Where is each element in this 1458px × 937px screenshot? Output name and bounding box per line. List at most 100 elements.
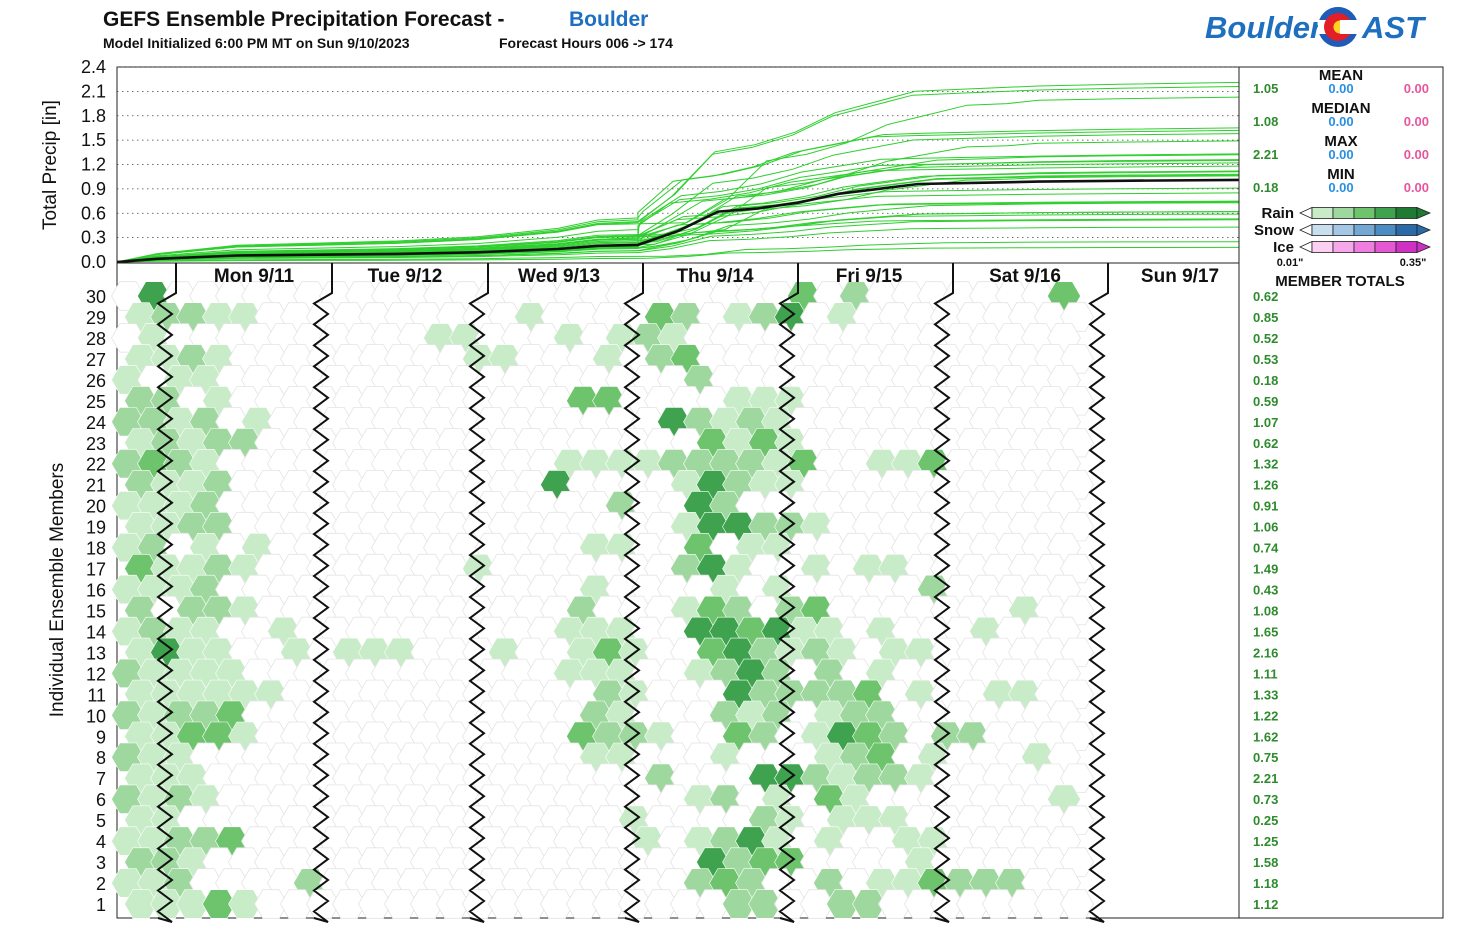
legend-swatch bbox=[1332, 207, 1355, 219]
member-total-value: 1.11 bbox=[1253, 666, 1278, 681]
member-label: 27 bbox=[86, 350, 106, 370]
legend-swatch bbox=[1311, 241, 1334, 253]
member-total-value: 0.43 bbox=[1253, 583, 1278, 598]
member-line bbox=[116, 81, 1240, 263]
legend-swatch bbox=[1374, 241, 1397, 253]
member-total-value: 1.58 bbox=[1253, 855, 1278, 870]
legend-arrow-right bbox=[1416, 206, 1432, 220]
day-boundaries bbox=[156, 263, 1109, 923]
stat-ice-value: 0.00 bbox=[1404, 147, 1429, 162]
member-line bbox=[116, 170, 1240, 263]
cumulative-precip-plot: 0.0 0.3 0.6 0.9 1.2 1.5 1.8 2.1 2.4 Total Precip… bbox=[40, 57, 1240, 272]
member-label: 20 bbox=[86, 497, 106, 517]
legend-swatch bbox=[1374, 224, 1397, 236]
legend-swatch bbox=[1395, 224, 1418, 236]
member-total-value: 1.49 bbox=[1253, 562, 1278, 577]
member-label: 1 bbox=[96, 895, 106, 915]
day-label: Sat 9/16 bbox=[989, 266, 1061, 287]
y-tick-label: 1.2 bbox=[81, 155, 106, 175]
member-labels: 3029282726252423222120191817161514131211… bbox=[86, 287, 106, 915]
day-boundary bbox=[312, 263, 333, 923]
member-line bbox=[116, 127, 1240, 263]
day-boundary bbox=[156, 263, 177, 923]
member-label: 19 bbox=[86, 518, 106, 538]
member-line bbox=[116, 226, 1240, 263]
member-total-value: 2.21 bbox=[1253, 771, 1278, 786]
member-label: 13 bbox=[86, 643, 106, 663]
member-label: 6 bbox=[96, 790, 106, 810]
member-label: 24 bbox=[86, 413, 106, 433]
member-total-value: 1.25 bbox=[1253, 834, 1278, 849]
stat-label: MEAN bbox=[1319, 67, 1363, 84]
member-label: 7 bbox=[96, 769, 106, 789]
day-label: Tue 9/12 bbox=[368, 266, 443, 287]
member-line bbox=[116, 129, 1240, 263]
member-total-value: 1.33 bbox=[1253, 687, 1278, 702]
bouldercast-logo: Boulder AST bbox=[1205, 7, 1427, 47]
y-tick-label: 0.9 bbox=[81, 179, 106, 199]
member-total-value: 1.18 bbox=[1253, 876, 1278, 891]
member-label: 29 bbox=[86, 308, 106, 328]
member-label: 8 bbox=[96, 748, 106, 768]
day-boundary bbox=[778, 263, 799, 923]
stat-snow-value: 0.00 bbox=[1328, 180, 1353, 195]
legend-swatch bbox=[1353, 241, 1376, 253]
member-line bbox=[116, 96, 1240, 263]
y-tick-label: 2.4 bbox=[81, 57, 106, 77]
day-labels: Mon 9/11 Tue 9/12 Wed 9/13 Thu 9/14 Fri 9/15… bbox=[214, 266, 1219, 287]
member-total-value: 0.91 bbox=[1253, 499, 1278, 514]
member-total-value: 1.07 bbox=[1253, 415, 1278, 430]
legend-arrow-right bbox=[1416, 223, 1432, 237]
stat-label: MAX bbox=[1324, 133, 1357, 150]
member-label: 11 bbox=[87, 685, 106, 705]
y-tick-label: 1.8 bbox=[81, 106, 106, 126]
day-boundary bbox=[933, 263, 954, 923]
member-label: 15 bbox=[86, 601, 106, 621]
day-label: Thu 9/14 bbox=[676, 266, 754, 287]
member-label: 17 bbox=[86, 560, 106, 580]
stat-label: MEDIAN bbox=[1311, 100, 1370, 117]
member-line bbox=[116, 165, 1240, 263]
member-total-value: 1.62 bbox=[1253, 729, 1278, 744]
legend-swatch bbox=[1332, 224, 1355, 236]
member-label: 30 bbox=[86, 287, 106, 307]
day-label: Fri 9/15 bbox=[836, 266, 903, 287]
stat-label: MIN bbox=[1327, 166, 1355, 183]
member-total-value: 0.25 bbox=[1253, 813, 1278, 828]
legend-type-label: Snow bbox=[1254, 222, 1294, 239]
member-total-value: 1.12 bbox=[1253, 897, 1278, 912]
legend-swatch bbox=[1332, 241, 1355, 253]
stat-rain-value: 2.21 bbox=[1253, 147, 1278, 162]
member-label: 16 bbox=[86, 581, 106, 601]
line-y-axis-label: Total Precip [in] bbox=[40, 100, 61, 230]
member-label: 26 bbox=[86, 371, 106, 391]
day-label: Wed 9/13 bbox=[518, 266, 600, 287]
logo-text-right: AST bbox=[1361, 10, 1427, 45]
member-total-value: 0.73 bbox=[1253, 792, 1278, 807]
member-totals-heading: MEMBER TOTALS bbox=[1275, 273, 1404, 290]
member-total-value: 1.06 bbox=[1253, 520, 1278, 535]
member-label: 22 bbox=[86, 455, 106, 475]
legend-swatch bbox=[1353, 224, 1376, 236]
logo-text-left: Boulder bbox=[1205, 10, 1324, 45]
member-daily-hexmap: Mon 9/11 Tue 9/12 Wed 9/13 Thu 9/14 Fri 9/15… bbox=[47, 262, 1240, 923]
hex-cells bbox=[111, 281, 1094, 919]
member-total-value: 0.62 bbox=[1253, 436, 1278, 451]
member-line bbox=[116, 173, 1240, 263]
member-total-value: 1.32 bbox=[1253, 457, 1278, 472]
y-tick-label: 0.6 bbox=[81, 203, 106, 223]
member-total-value: 0.74 bbox=[1253, 541, 1279, 556]
member-total-value: 2.16 bbox=[1253, 645, 1278, 660]
member-line bbox=[116, 241, 1240, 263]
legend-swatch bbox=[1353, 207, 1376, 219]
member-totals: 0.62 0.85 0.52 0.53 0.18 0.59 1.07 0.62 1.32 1.26… bbox=[1253, 289, 1279, 912]
day-label: Mon 9/11 bbox=[214, 266, 295, 287]
member-label: 28 bbox=[86, 329, 106, 349]
legend-swatch bbox=[1395, 241, 1418, 253]
member-label: 10 bbox=[86, 706, 106, 726]
member-total-value: 1.08 bbox=[1253, 603, 1278, 618]
legend-swatch bbox=[1311, 207, 1334, 219]
